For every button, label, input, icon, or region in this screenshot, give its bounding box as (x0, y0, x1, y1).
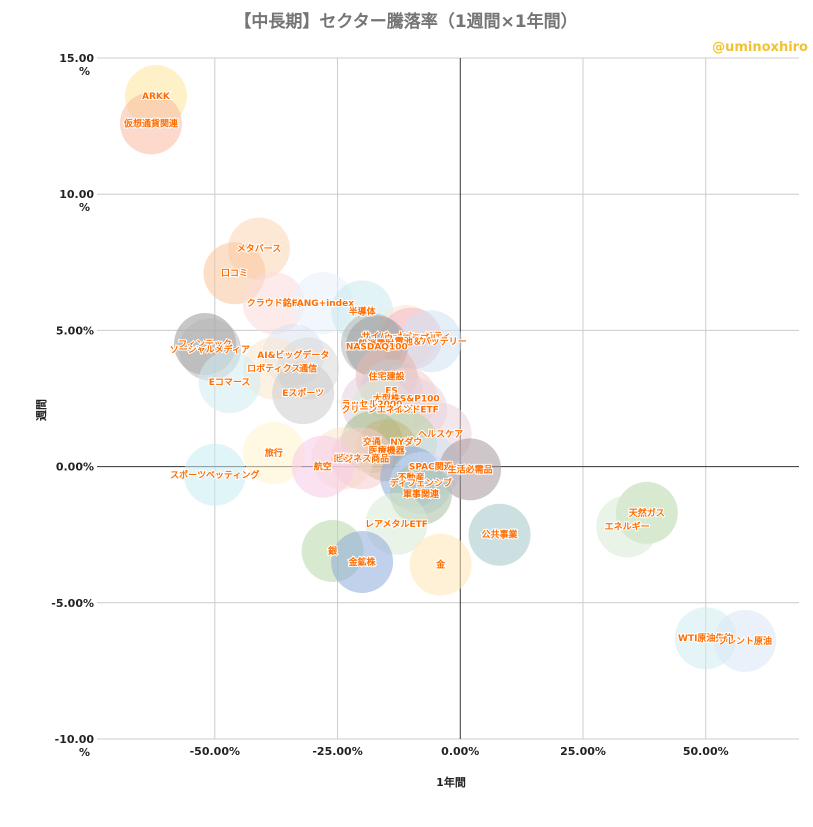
data-point-bubble (399, 310, 462, 373)
data-point-label: フィンテック (178, 339, 232, 350)
data-point-label: NYダウ (390, 436, 422, 448)
data-point-bubble (198, 351, 261, 414)
data-point-bubble (242, 421, 305, 484)
x-tick-label: 50.00% (683, 745, 729, 758)
data-point-label: ビジネス商品 (335, 452, 389, 464)
data-point-bubble (331, 530, 394, 593)
data-point-label: WTI原油先物 (678, 632, 733, 644)
data-point-label: NASDAQ100 (346, 343, 408, 353)
y-tick-label: -5.00% (51, 597, 94, 610)
data-point-label: クリーンエネルギー (341, 403, 422, 415)
data-point-label: メタバース (237, 243, 282, 255)
data-point-label: 一般消費財 (349, 338, 394, 350)
data-point-label: 電池＆バッテリー (395, 335, 467, 347)
y-tick-label: % (79, 65, 90, 78)
data-point-label: 金鉱株 (348, 556, 377, 568)
data-point-label: 大型株S&P100 (373, 393, 440, 405)
data-point-label: 住宅建設 (369, 371, 406, 383)
data-point-label: 公共事業 (482, 529, 519, 541)
data-point-bubble (272, 362, 335, 425)
data-point-label: Eスポーツ (282, 387, 324, 399)
x-tick-label: -25.00% (312, 745, 362, 758)
x-tick-label: 25.00% (560, 745, 606, 758)
data-point-label: 口コミ (221, 268, 248, 279)
data-point-bubble (183, 443, 246, 506)
y-axis-title: 週間 (34, 399, 48, 421)
y-tick-label: % (79, 746, 90, 759)
bubble-layer (120, 65, 776, 672)
data-point-bubble (242, 272, 305, 335)
data-point-bubble (120, 92, 182, 155)
data-point-label: 軍事関連 (403, 488, 440, 500)
data-point-label: インドETF (393, 404, 438, 415)
data-point-label: ES (385, 386, 398, 396)
data-point-label: 旅行 (265, 447, 283, 459)
data-point-label: 銀 (328, 545, 337, 557)
data-point-label: 鉄鋼 (333, 452, 351, 464)
data-point-bubble (714, 609, 776, 672)
data-point-label: 交通 (363, 436, 381, 448)
data-point-label: レアメタルETF (365, 518, 428, 530)
y-tick-label: 5.00% (56, 324, 94, 337)
x-tick-label: -50.00% (190, 745, 240, 758)
data-point-label: 航空 (314, 461, 332, 473)
data-point-label: 天然ガス (629, 507, 665, 519)
data-point-label: 仮想通貨関連 (123, 117, 179, 129)
data-point-label: 金 (435, 559, 446, 571)
x-tick-label: 0.00% (441, 745, 479, 758)
data-point-label: Eコマース (209, 377, 251, 388)
chart-title: 【中長期】セクター騰落率（1週間×1年間） (234, 11, 577, 32)
data-point-label: エネルギー (605, 521, 650, 533)
tick-labels: -50.00% -25.00% 0.00% 25.00% 50.00% -10.00% -5… (51, 52, 728, 759)
data-point-label: ロボティクス (247, 363, 300, 375)
data-point-label: ソーシャルメディア (170, 343, 250, 355)
y-tick-label: 10.00 (59, 188, 94, 201)
data-point-bubble (409, 533, 472, 596)
data-point-label: ウェアラブル (384, 333, 438, 345)
data-point-label: クラウド銘柄 (247, 297, 301, 309)
data-point-label: 通信 (299, 363, 317, 375)
data-point-label: ARKK (142, 92, 171, 102)
author-handle: @uminoxhiro (712, 40, 808, 55)
data-point-bubble (439, 438, 502, 501)
x-axis-title: 1年間 (436, 775, 466, 789)
data-point-label: ブレント原油 (718, 635, 772, 647)
data-point-bubble (596, 495, 659, 558)
y-tick-label: -10.00 (55, 733, 95, 746)
data-point-label: 医療機器 (369, 444, 406, 456)
data-point-label: ヘルスケア (418, 429, 463, 440)
data-point-bubble (468, 503, 531, 566)
data-point-label: サイバーセキュリティ (362, 331, 451, 342)
y-tick-label: 0.00% (56, 461, 94, 474)
data-point-label: 半導体 (349, 305, 377, 317)
y-tick-label: 15.00 (59, 52, 94, 65)
data-point-label: 不動産 (398, 471, 425, 483)
data-point-bubble (291, 435, 354, 498)
label-layer: ARKK 仮想通貨関連メタバース口コミクラウド銘柄FANG+index半導体サイバ… (122, 91, 773, 648)
data-point-label: FANG+index (292, 299, 355, 309)
data-point-label: 生活必需品 (448, 463, 493, 475)
data-point-label: スポーツベッティング (170, 469, 259, 481)
data-point-label: ディフェンシブ (390, 477, 452, 489)
data-point-label: AI&ビッグデータ (257, 349, 329, 361)
data-point-label: ラッセル2000 (341, 399, 402, 410)
data-point-label: SPAC関連 (409, 461, 454, 473)
y-tick-label: % (79, 201, 90, 214)
